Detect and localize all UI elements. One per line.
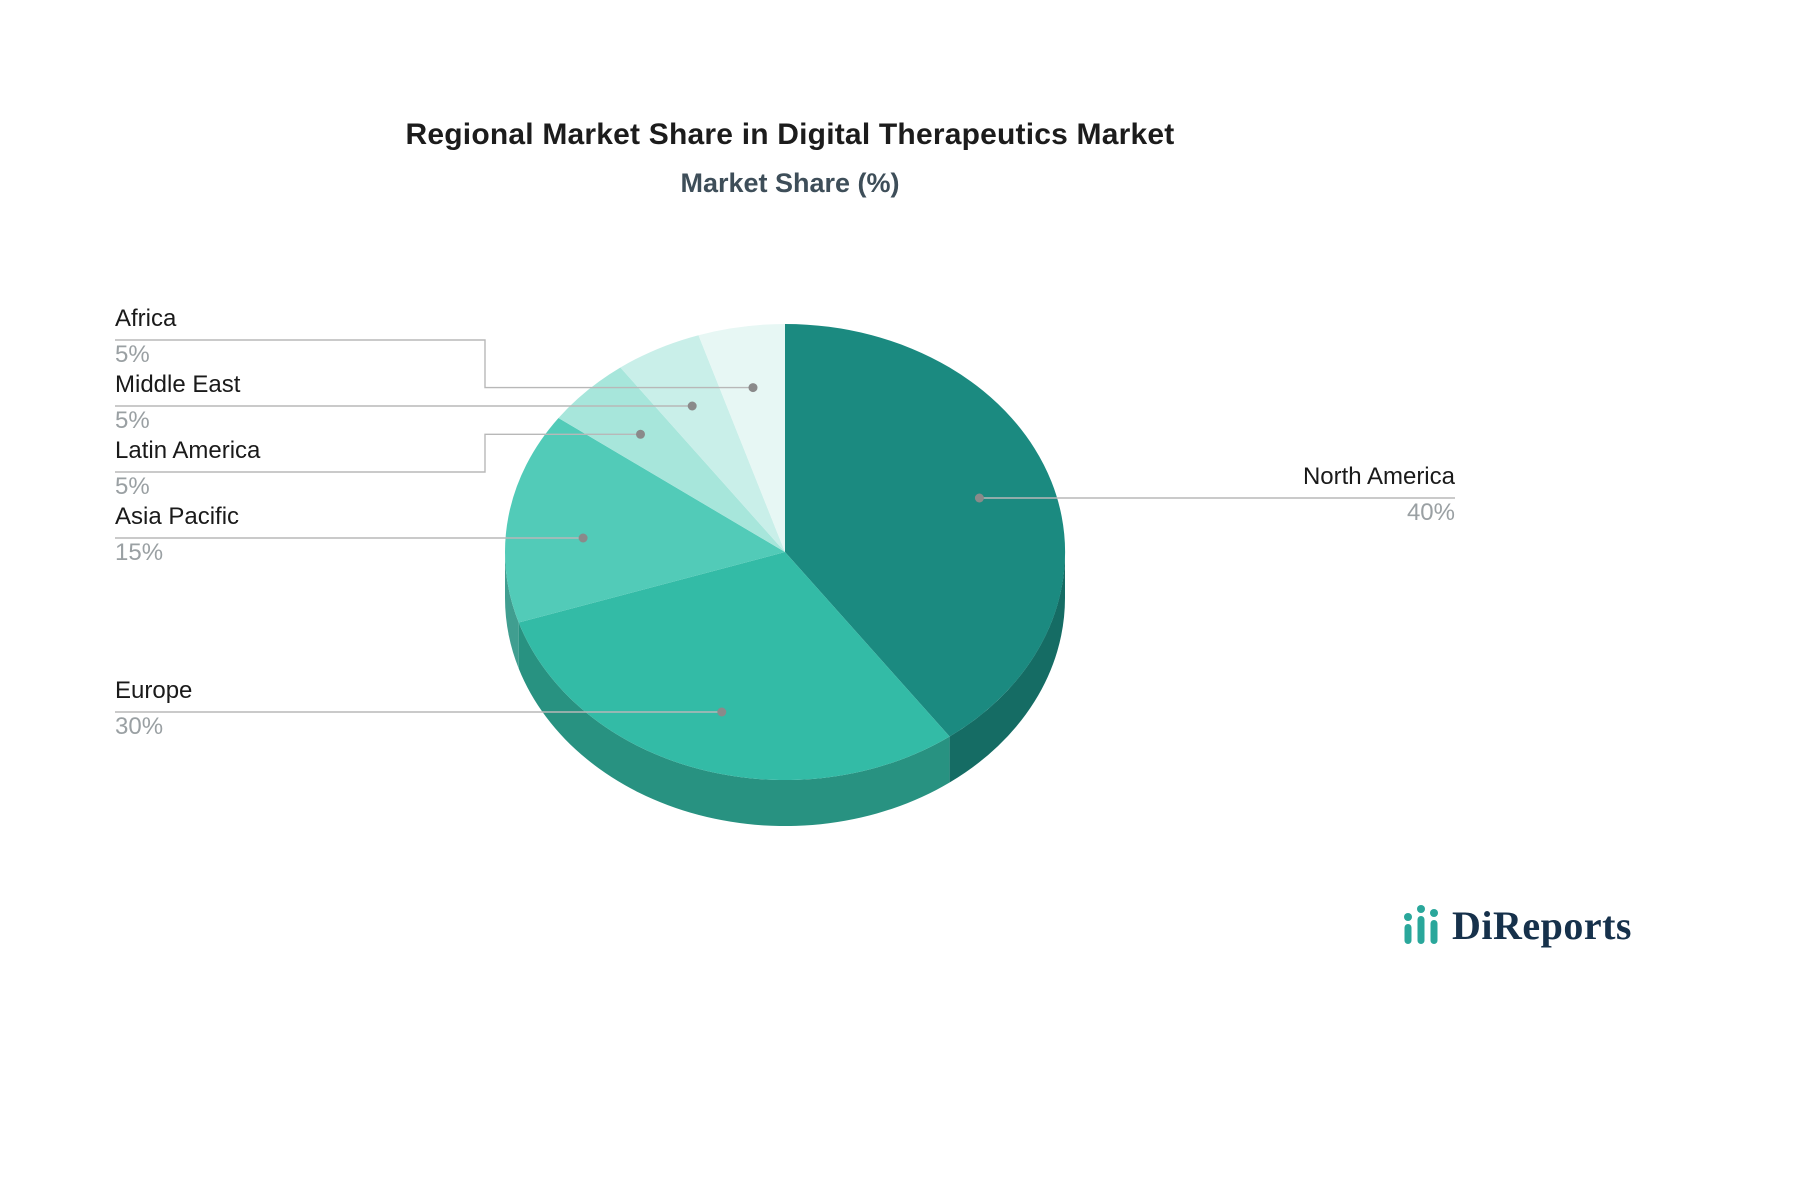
slice-label-africa: Africa — [115, 305, 177, 332]
slice-label-europe: Europe — [115, 677, 193, 704]
slice-value-north-america: 40% — [1406, 499, 1455, 526]
chart-subtitle: Market Share (%) — [680, 168, 900, 198]
slice-label-asia-pacific: Asia Pacific — [115, 503, 240, 530]
chart-title: Regional Market Share in Digital Therape… — [405, 118, 1175, 151]
direports-logo-icon — [1403, 905, 1438, 944]
slice-label-middle-east: Middle East — [115, 371, 241, 398]
direports-logo-text: DiReports — [1451, 903, 1632, 948]
slice-label-latin-america: Latin America — [115, 437, 261, 464]
slice-value-middle-east: 5% — [115, 407, 150, 434]
slice-value-europe: 30% — [115, 713, 164, 740]
slice-value-asia-pacific: 15% — [115, 539, 164, 566]
direports-logo: DiReports — [1402, 900, 1632, 946]
slice-label-north-america: North America — [1302, 463, 1455, 490]
slice-value-latin-america: 5% — [115, 473, 150, 500]
slice-value-africa: 5% — [115, 341, 150, 368]
